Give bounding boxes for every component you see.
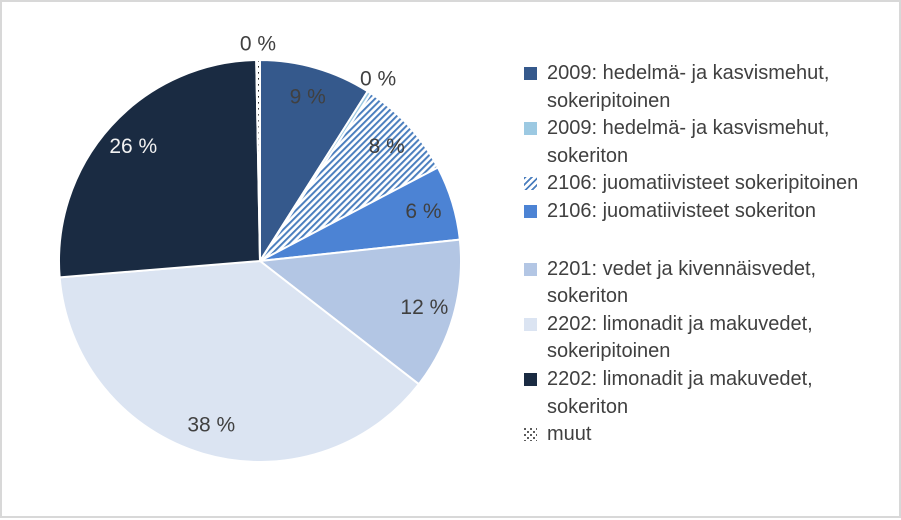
slice-label: 38 % — [187, 413, 235, 436]
legend-swatch-solid — [524, 204, 537, 218]
legend-label: muut — [547, 423, 592, 446]
slice-label: 8 % — [369, 135, 405, 158]
slice-label: 6 % — [405, 200, 441, 223]
legend-item[interactable]: 2202: limonadit ja makuvedet, sokeriton — [521, 366, 893, 421]
legend-swatch-solid — [524, 122, 537, 136]
pie-slice[interactable] — [259, 92, 439, 262]
legend-label: 2201: vedet ja kivennäisvedet, sokeriton — [547, 257, 817, 308]
slice-label: 12 % — [400, 296, 448, 319]
pie-slice[interactable] — [58, 59, 261, 279]
slice-label: 9 % — [290, 85, 326, 108]
legend-swatch-solid — [524, 67, 537, 80]
pie-chart: 9 % 0 % 8 % 6 % 12 % 38 % 26 % 0 % — [58, 32, 462, 463]
legend-swatch-solid — [524, 317, 537, 331]
legend-item[interactable]: 2202: limonadit ja makuvedet, sokeripito… — [521, 311, 893, 366]
legend-label: 2106: juomatiivisteet sokeripitoinen — [547, 172, 859, 195]
pie-slice[interactable] — [255, 59, 261, 262]
legend-group-gap — [521, 226, 893, 256]
legend-item[interactable]: 2201: vedet ja kivennäisvedet, sokeriton — [521, 256, 893, 311]
slice-label: 0 % — [360, 67, 396, 90]
legend-item[interactable]: 2009: hedelmä- ja kasvismehut, sokeriton — [521, 115, 893, 170]
legend-item[interactable]: 2106: juomatiivisteet sokeripitoinen — [521, 170, 893, 198]
legend-item[interactable]: muut — [521, 421, 893, 449]
legend-swatch-solid — [524, 262, 537, 276]
slice-label: 0 % — [240, 32, 276, 55]
legend-label: 2202: limonadit ja makuvedet, sokeriton — [547, 367, 813, 418]
legend-swatch-hatch — [524, 177, 537, 191]
legend-label: 2202: limonadit ja makuvedet, sokeripito… — [547, 312, 813, 363]
pie-slice[interactable] — [259, 238, 462, 386]
slice-label: 26 % — [109, 135, 157, 158]
chart-legend: 2009: hedelmä- ja kasvismehut, sokeripit… — [521, 60, 893, 449]
legend-label: 2009: hedelmä- ja kasvismehut, sokeripit… — [547, 62, 830, 112]
pie-plot-area: 9 % 0 % 8 % 6 % 12 % 38 % 26 % 0 % — [2, 2, 522, 520]
legend-item[interactable]: 2106: juomatiivisteet sokeriton — [521, 198, 893, 226]
legend-item[interactable]: 2009: hedelmä- ja kasvismehut, sokeripit… — [521, 60, 893, 115]
pie-slice[interactable] — [259, 59, 369, 262]
legend-swatch-dots — [524, 428, 537, 442]
legend-swatch-solid — [524, 372, 537, 386]
pie-slice[interactable] — [58, 260, 420, 463]
legend-label: 2009: hedelmä- ja kasvismehut, sokeriton — [547, 117, 830, 167]
legend-label: 2106: juomatiivisteet sokeriton — [547, 199, 817, 222]
